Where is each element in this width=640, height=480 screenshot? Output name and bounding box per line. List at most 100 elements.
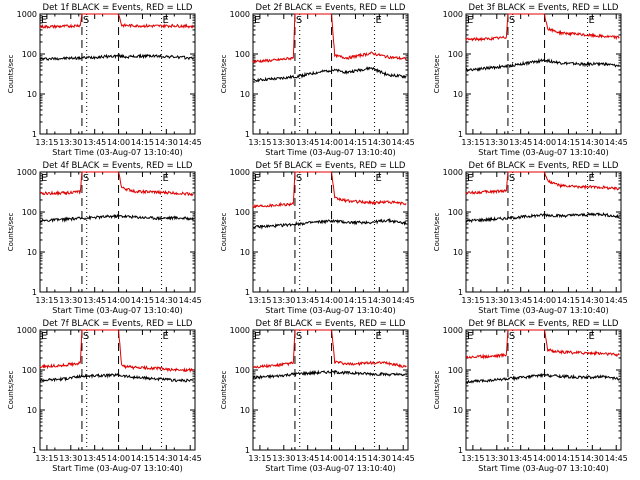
x-tick-label: 13:30 bbox=[485, 296, 508, 305]
plot-frame bbox=[252, 329, 409, 451]
s-marker: S bbox=[509, 15, 515, 26]
series-line-lld bbox=[252, 171, 407, 209]
x-tick-label: 14:45 bbox=[179, 454, 202, 463]
series-line-lld bbox=[252, 13, 407, 64]
e-marker-left: E bbox=[41, 173, 47, 184]
x-tick-label: 14:30 bbox=[368, 138, 391, 147]
panel-3: Det 3f BLACK = Events, RED = LLD 1 10 100 10… bbox=[433, 3, 628, 157]
x-tick-label: 14:00 bbox=[107, 454, 130, 463]
y-tick-label: 100 bbox=[22, 50, 37, 59]
series-line-events bbox=[39, 53, 194, 62]
x-tick-label: 14:30 bbox=[368, 296, 391, 305]
x-tick-label: 14:45 bbox=[605, 296, 628, 305]
y-tick-label: 1 bbox=[458, 288, 463, 297]
series-line-events bbox=[465, 57, 620, 73]
x-tick-label: 14:00 bbox=[107, 296, 130, 305]
x-tick-label: 14:00 bbox=[533, 296, 556, 305]
x-tick-label: 13:45 bbox=[296, 296, 319, 305]
y-tick-label: 1 bbox=[458, 130, 463, 139]
y-tick-label: 1000 bbox=[443, 326, 463, 335]
e-marker-left: E bbox=[467, 173, 473, 184]
x-tick-label: 13:15 bbox=[248, 138, 271, 147]
panel-2: Det 2f BLACK = Events, RED = LLD 1 10 100 10… bbox=[220, 3, 415, 157]
x-tick-label: 13:15 bbox=[248, 454, 271, 463]
x-tick-label: 14:15 bbox=[344, 138, 367, 147]
e-marker-left: E bbox=[467, 15, 473, 26]
x-tick-label: 13:45 bbox=[509, 296, 532, 305]
y-axis-label: Counts/sec bbox=[220, 213, 228, 252]
x-tick-label: 14:30 bbox=[155, 296, 178, 305]
plot-frame bbox=[252, 171, 409, 293]
e-marker-right: E bbox=[589, 15, 595, 26]
series-line-lld bbox=[465, 13, 620, 42]
x-axis-label: Start Time (03-Aug-07 13:10:40) bbox=[265, 306, 396, 315]
panel-5: Det 5f BLACK = Events, RED = LLD 1 10 100 10… bbox=[220, 161, 415, 315]
x-tick-label: 14:00 bbox=[533, 454, 556, 463]
x-axis-label: Start Time (03-Aug-07 13:10:40) bbox=[265, 148, 396, 157]
series-line-lld bbox=[39, 329, 194, 373]
y-tick-label: 10 bbox=[453, 248, 463, 257]
e-marker-right: E bbox=[376, 15, 382, 26]
panel-title: Det 2f BLACK = Events, RED = LLD bbox=[256, 3, 406, 13]
e-marker-right: E bbox=[376, 173, 382, 184]
x-tick-label: 13:45 bbox=[296, 138, 319, 147]
panel-6: Det 6f BLACK = Events, RED = LLD 1 10 100 10… bbox=[433, 161, 628, 315]
y-tick-label: 1 bbox=[245, 288, 250, 297]
s-marker: S bbox=[296, 173, 302, 184]
e-marker-right: E bbox=[163, 331, 169, 342]
y-tick-label: 10 bbox=[453, 406, 463, 415]
x-axis-label: Start Time (03-Aug-07 13:10:40) bbox=[52, 306, 183, 315]
plot-frame bbox=[39, 329, 196, 451]
plot-frame bbox=[39, 171, 196, 293]
y-tick-label: 10 bbox=[240, 248, 250, 257]
x-tick-label: 13:45 bbox=[509, 138, 532, 147]
x-tick-label: 14:15 bbox=[344, 454, 367, 463]
x-tick-label: 14:45 bbox=[392, 138, 415, 147]
e-marker-left: E bbox=[41, 15, 47, 26]
y-tick-label: 100 bbox=[448, 50, 463, 59]
y-tick-label: 100 bbox=[22, 208, 37, 217]
s-marker: S bbox=[509, 331, 515, 342]
y-tick-label: 100 bbox=[448, 366, 463, 375]
x-tick-label: 14:00 bbox=[533, 138, 556, 147]
e-marker-right: E bbox=[163, 173, 169, 184]
x-tick-label: 14:45 bbox=[605, 454, 628, 463]
x-tick-label: 13:15 bbox=[35, 138, 58, 147]
e-marker-right: E bbox=[376, 331, 382, 342]
y-axis-label: Counts/sec bbox=[7, 55, 15, 94]
x-axis-label: Start Time (03-Aug-07 13:10:40) bbox=[478, 148, 609, 157]
e-marker-left: E bbox=[254, 331, 260, 342]
y-tick-label: 10 bbox=[453, 90, 463, 99]
series-line-lld bbox=[252, 329, 407, 369]
x-tick-label: 14:15 bbox=[557, 454, 580, 463]
y-tick-label: 1 bbox=[458, 446, 463, 455]
x-tick-label: 14:30 bbox=[155, 454, 178, 463]
e-marker-right: E bbox=[589, 173, 595, 184]
x-tick-label: 13:15 bbox=[248, 296, 271, 305]
x-tick-label: 14:00 bbox=[107, 138, 130, 147]
x-tick-label: 13:45 bbox=[83, 138, 106, 147]
x-tick-label: 14:45 bbox=[392, 296, 415, 305]
plot-frame bbox=[465, 329, 622, 451]
x-tick-label: 13:45 bbox=[83, 454, 106, 463]
x-tick-label: 14:15 bbox=[131, 138, 154, 147]
series-line-lld bbox=[39, 171, 194, 197]
x-tick-label: 14:15 bbox=[131, 296, 154, 305]
y-axis-label: Counts/sec bbox=[433, 371, 441, 410]
e-marker-left: E bbox=[467, 331, 473, 342]
x-tick-label: 14:30 bbox=[155, 138, 178, 147]
y-tick-label: 1 bbox=[245, 446, 250, 455]
y-axis-label: Counts/sec bbox=[220, 371, 228, 410]
x-tick-label: 13:30 bbox=[59, 454, 82, 463]
y-tick-label: 10 bbox=[27, 248, 37, 257]
series-line-lld bbox=[465, 329, 620, 360]
x-axis-label: Start Time (03-Aug-07 13:10:40) bbox=[478, 306, 609, 315]
y-tick-label: 1000 bbox=[17, 168, 37, 177]
plot-frame bbox=[465, 13, 622, 135]
panel-4: Det 4f BLACK = Events, RED = LLD 1 10 100 10… bbox=[7, 161, 202, 315]
y-tick-label: 1000 bbox=[17, 10, 37, 19]
y-tick-label: 1 bbox=[32, 130, 37, 139]
x-tick-label: 14:45 bbox=[605, 138, 628, 147]
s-marker: S bbox=[83, 331, 89, 342]
